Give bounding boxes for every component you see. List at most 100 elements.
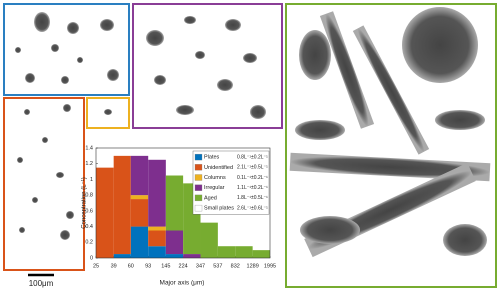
crystal bbox=[107, 69, 119, 81]
y-tick-label: 1.2 bbox=[85, 161, 93, 167]
crystal bbox=[66, 211, 74, 219]
crystal bbox=[63, 104, 71, 112]
legend-summary: 2.1L⁻¹±0.5L⁻¹ bbox=[237, 165, 268, 171]
legend-label: Aged bbox=[204, 195, 217, 201]
crystal bbox=[195, 51, 205, 59]
panel-unidentified bbox=[3, 97, 85, 271]
bar-segment bbox=[148, 246, 166, 258]
bar-segment bbox=[252, 250, 270, 258]
crystal bbox=[17, 157, 23, 163]
bar-segment bbox=[235, 246, 253, 258]
crystal bbox=[217, 79, 233, 91]
crystal bbox=[289, 152, 491, 182]
x-tick-label: 93 bbox=[145, 263, 151, 269]
crystal bbox=[100, 19, 114, 31]
crystal bbox=[51, 44, 59, 52]
bar-segment bbox=[96, 167, 114, 258]
legend-summary: 2.6L⁻¹±0.6L⁻¹ bbox=[237, 205, 268, 211]
bar-segment bbox=[165, 254, 184, 258]
legend-label: Plates bbox=[204, 155, 220, 161]
crystal bbox=[176, 105, 194, 115]
crystal bbox=[184, 16, 196, 24]
y-tick-label: 0.2 bbox=[85, 240, 93, 246]
crystal bbox=[225, 19, 241, 31]
legend-swatch bbox=[194, 204, 203, 212]
y-tick-label: 0 bbox=[90, 255, 93, 261]
crystal bbox=[104, 109, 112, 115]
crystal bbox=[60, 230, 70, 240]
crystal bbox=[61, 76, 69, 84]
bar-segment bbox=[200, 222, 218, 258]
bar-segment bbox=[148, 159, 166, 227]
legend-label: Columns bbox=[204, 175, 226, 181]
crystal bbox=[56, 172, 64, 178]
x-tick-label: 1289 bbox=[247, 263, 259, 269]
bar-segment bbox=[165, 175, 184, 231]
legend-swatch bbox=[194, 184, 203, 191]
x-tick-label: 347 bbox=[196, 263, 205, 269]
crystal bbox=[15, 47, 21, 53]
crystal bbox=[435, 110, 485, 130]
legend-swatch bbox=[194, 194, 203, 202]
legend-box bbox=[192, 150, 270, 215]
crystal bbox=[32, 197, 38, 203]
crystal bbox=[319, 11, 375, 129]
legend-swatch bbox=[194, 174, 203, 181]
bar-segment bbox=[130, 226, 149, 258]
crystals bbox=[15, 7, 491, 258]
bar-segment bbox=[130, 155, 149, 196]
crystal bbox=[67, 22, 79, 34]
bar-segment bbox=[113, 155, 131, 255]
legend-label: Irregular bbox=[204, 185, 225, 191]
bar-segment bbox=[148, 226, 166, 231]
bar-segment bbox=[165, 230, 184, 255]
legend-summary: 1.8L⁻¹±0.5L⁻¹ bbox=[237, 195, 268, 201]
scale-bar-label: 100μm bbox=[29, 279, 54, 288]
plot-frame bbox=[95, 147, 271, 259]
x-tick-label: 39 bbox=[111, 263, 117, 269]
bar-segment bbox=[113, 254, 131, 258]
crystal bbox=[34, 12, 50, 32]
crystal bbox=[19, 227, 25, 233]
x-tick-label: 832 bbox=[231, 263, 240, 269]
crystal bbox=[250, 105, 266, 119]
y-tick-label: 1.4 bbox=[85, 145, 93, 151]
crystal bbox=[42, 137, 48, 143]
crystal bbox=[352, 25, 430, 155]
x-tick-label: 1995 bbox=[264, 263, 276, 269]
bar-segment bbox=[148, 230, 166, 247]
y-tick-label: 0.6 bbox=[85, 208, 93, 214]
legend-swatch bbox=[194, 153, 203, 161]
bar-segment bbox=[130, 199, 149, 227]
legend-summary: 0.1L⁻¹±0.2L⁻¹ bbox=[237, 175, 268, 181]
x-tick-label: 537 bbox=[213, 263, 222, 269]
legend-swatch bbox=[194, 164, 203, 171]
bar-segment bbox=[130, 195, 149, 200]
legend-summary: 0.8L⁻¹±0.2L⁻¹ bbox=[237, 154, 268, 160]
legend-label: Small plates bbox=[204, 206, 234, 212]
crystal bbox=[443, 224, 487, 256]
crystal bbox=[402, 7, 478, 83]
y-tick-label: 0.4 bbox=[85, 224, 93, 230]
crystal bbox=[299, 30, 331, 80]
crystal bbox=[24, 109, 30, 115]
x-tick-label: 224 bbox=[179, 263, 188, 269]
crystal bbox=[146, 30, 164, 46]
y-tick-label: 0.8 bbox=[85, 193, 93, 199]
legend-label: Unidentified bbox=[204, 165, 233, 171]
crystal bbox=[25, 73, 35, 83]
x-tick-label: 25 bbox=[93, 263, 99, 269]
x-tick-label: 60 bbox=[128, 263, 134, 269]
crystal bbox=[295, 120, 345, 140]
y-tick-label: 1 bbox=[90, 177, 93, 183]
bar-segment bbox=[217, 246, 236, 258]
crystal bbox=[243, 53, 257, 63]
x-tick-label: 145 bbox=[161, 263, 170, 269]
bar-segment bbox=[183, 254, 201, 258]
crystal bbox=[300, 216, 360, 244]
crystal bbox=[77, 57, 83, 63]
legend-summary: 1.1L⁻¹±0.2L⁻¹ bbox=[237, 185, 268, 191]
crystal bbox=[154, 75, 166, 85]
y-axis-label: Concentration (L⁻¹) bbox=[82, 177, 88, 229]
